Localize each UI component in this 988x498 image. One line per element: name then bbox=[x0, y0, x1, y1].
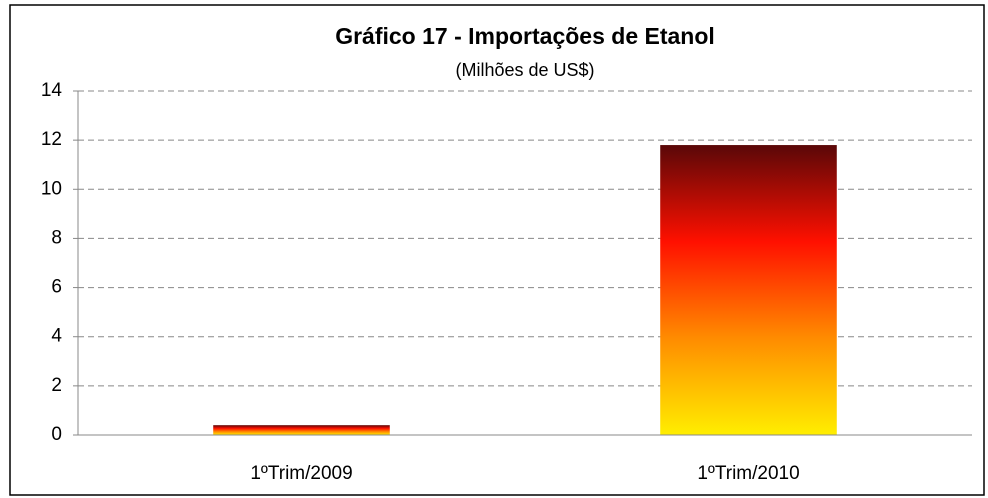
y-tick-label: 14 bbox=[41, 80, 63, 101]
y-tick-label: 6 bbox=[51, 277, 62, 298]
y-tick-label: 10 bbox=[41, 178, 62, 199]
chart-subtitle: (Milhões de US$) bbox=[455, 60, 594, 80]
bar bbox=[213, 425, 390, 435]
y-tick-label: 2 bbox=[51, 375, 62, 396]
y-tick-label: 12 bbox=[41, 129, 62, 150]
x-tick-label: 1ºTrim/2009 bbox=[250, 463, 352, 484]
y-tick-label: 8 bbox=[51, 227, 62, 248]
bar bbox=[660, 145, 837, 436]
y-tick-label: 0 bbox=[51, 424, 62, 445]
chart-title: Gráfico 17 - Importações de Etanol bbox=[335, 23, 715, 49]
x-tick-label: 1ºTrim/2010 bbox=[697, 463, 799, 484]
y-tick-label: 4 bbox=[51, 326, 62, 347]
